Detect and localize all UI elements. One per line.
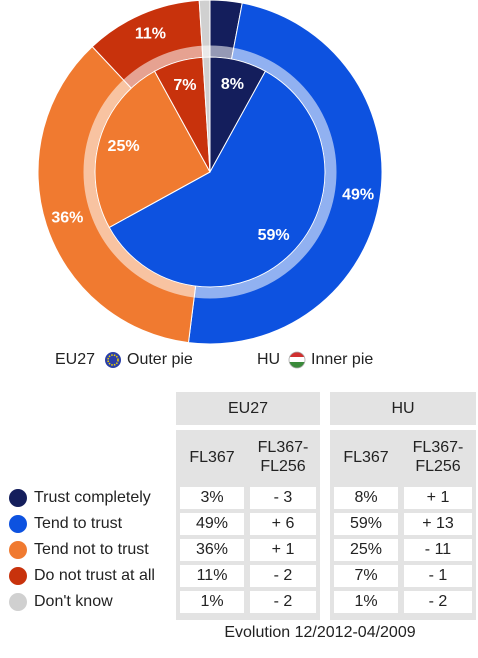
column-header: FL367- <box>413 439 464 456</box>
cell-text: - 1 <box>429 567 448 584</box>
cell-text: 36% <box>196 541 228 558</box>
cell-text: 1% <box>200 593 223 610</box>
row-label: Do not trust at all <box>34 567 155 584</box>
value-label: 49% <box>342 187 374 204</box>
legend-dot <box>9 541 27 559</box>
cell-text: - 11 <box>425 541 451 558</box>
cell-text: 11% <box>197 567 228 584</box>
legend-outer-name: EU27 <box>55 351 95 368</box>
cell <box>404 591 472 613</box>
cell-text: + 1 <box>272 541 295 558</box>
cell <box>250 487 316 509</box>
value-label: 11% <box>135 26 166 43</box>
hu-flag <box>289 352 305 368</box>
cell-text: + 1 <box>427 489 450 506</box>
cell <box>404 487 472 509</box>
value-label: 36% <box>51 210 83 227</box>
slice <box>108 70 326 288</box>
cell <box>180 591 244 613</box>
cell <box>180 513 244 535</box>
cell <box>404 565 472 587</box>
legend-outer-ring: Outer pie <box>127 351 193 368</box>
slice <box>94 70 211 229</box>
cell-text: + 6 <box>272 515 295 532</box>
cell-text: + 13 <box>422 515 454 532</box>
cell-text: 59% <box>350 515 382 532</box>
group-header: EU27 <box>228 400 268 417</box>
column-header: FL367- <box>258 439 309 456</box>
slice <box>202 56 211 173</box>
cell <box>180 565 244 587</box>
value-label: 59% <box>258 227 290 244</box>
cell <box>250 513 316 535</box>
value-label: 25% <box>108 138 140 155</box>
cell <box>180 539 244 561</box>
column-header: FL256 <box>260 458 305 475</box>
cell <box>404 513 472 535</box>
cell-text: 49% <box>196 515 228 532</box>
cell <box>334 513 398 535</box>
cell <box>250 591 316 613</box>
group-header: HU <box>391 400 414 417</box>
cell <box>334 591 398 613</box>
value-label: 8% <box>221 76 244 93</box>
cell <box>334 487 398 509</box>
cell <box>404 539 472 561</box>
footer: Evolution 12/2012-04/2009 <box>224 624 415 641</box>
cell <box>334 539 398 561</box>
row-label: Tend not to trust <box>34 541 149 558</box>
row-label: Don't know <box>34 593 113 610</box>
cell <box>250 565 316 587</box>
cell <box>180 487 244 509</box>
column-header: FL367 <box>189 449 234 466</box>
legend-inner-name: HU <box>257 351 280 368</box>
value-label: 7% <box>173 77 196 94</box>
group-header-bg <box>176 392 320 425</box>
cell-text: 25% <box>350 541 382 558</box>
row-label: Tend to trust <box>34 515 123 532</box>
group-header-bg <box>330 392 476 425</box>
cell-text: 3% <box>200 489 223 506</box>
eu-stars <box>107 354 119 366</box>
cell-text: - 2 <box>429 593 448 610</box>
legend-dot <box>9 593 27 611</box>
cell <box>250 539 316 561</box>
row-label: Trust completely <box>34 489 151 506</box>
cell-text: - 2 <box>274 593 293 610</box>
cell-text: 8% <box>354 489 377 506</box>
column-header: FL367 <box>343 449 388 466</box>
column-header: FL256 <box>415 458 460 475</box>
cell <box>334 565 398 587</box>
legend-inner-ring: Inner pie <box>311 351 373 368</box>
pie: 49% 36% 11% 8% 59% 25% 7% <box>37 0 383 345</box>
legend-dot <box>9 567 27 585</box>
cell-text: 1% <box>354 593 377 610</box>
cell-text: - 2 <box>274 567 293 584</box>
hu-flag-border <box>288 351 306 369</box>
legend-dot <box>9 489 27 507</box>
cell-text: - 3 <box>274 489 293 506</box>
legend-dot <box>9 515 27 533</box>
ring-divider <box>83 45 337 299</box>
cell-text: 7% <box>354 567 377 584</box>
